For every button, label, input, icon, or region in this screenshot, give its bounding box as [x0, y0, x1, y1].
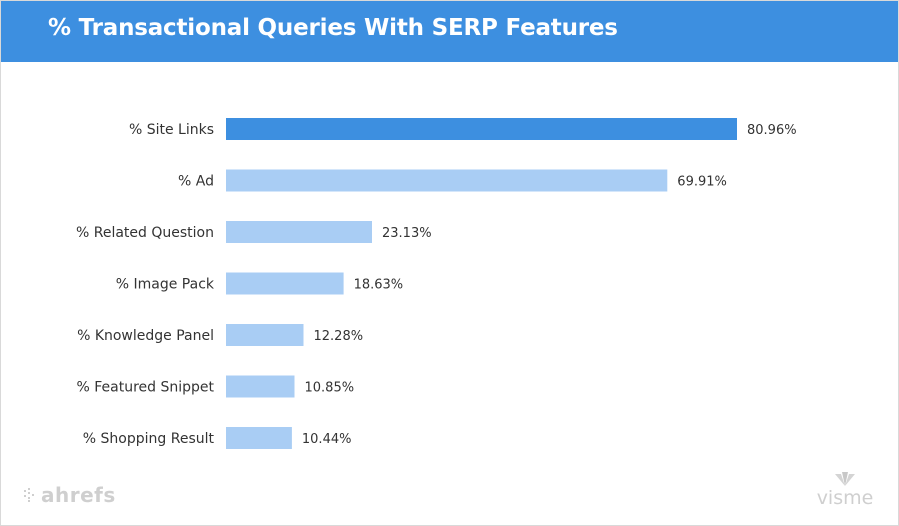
- title-bar: % Transactional Queries With SERP Featur…: [1, 1, 898, 62]
- value-label: 18.63%: [354, 278, 404, 293]
- ahrefs-logo-text: ahrefs: [41, 483, 116, 507]
- visme-mark-icon: [835, 472, 855, 486]
- ahrefs-logo: ahrefs: [23, 483, 116, 507]
- bar: [226, 272, 344, 295]
- category-label: % Related Question: [76, 225, 214, 241]
- ahrefs-mark-icon: [24, 488, 34, 502]
- visme-logo-text: visme: [816, 487, 874, 509]
- value-label: 12.28%: [314, 329, 364, 344]
- value-label: 23.13%: [382, 226, 432, 241]
- visme-logo: visme: [810, 471, 880, 509]
- category-label: % Shopping Result: [83, 431, 215, 447]
- value-label: 10.85%: [305, 381, 355, 396]
- value-label: 69.91%: [677, 175, 727, 190]
- bar: [226, 118, 737, 140]
- value-label: 10.44%: [302, 432, 352, 447]
- bar: [226, 169, 668, 192]
- category-label: % Ad: [178, 174, 214, 190]
- category-label: % Image Pack: [116, 277, 215, 293]
- chart-title: % Transactional Queries With SERP Featur…: [48, 15, 618, 41]
- bar: [226, 221, 372, 243]
- value-label: 80.96%: [747, 123, 797, 138]
- bar: [226, 427, 292, 449]
- category-label: % Featured Snippet: [76, 380, 214, 396]
- bar: [226, 324, 304, 346]
- bar: [226, 375, 295, 398]
- category-label: % Knowledge Panel: [77, 328, 214, 344]
- category-label: % Site Links: [129, 122, 214, 138]
